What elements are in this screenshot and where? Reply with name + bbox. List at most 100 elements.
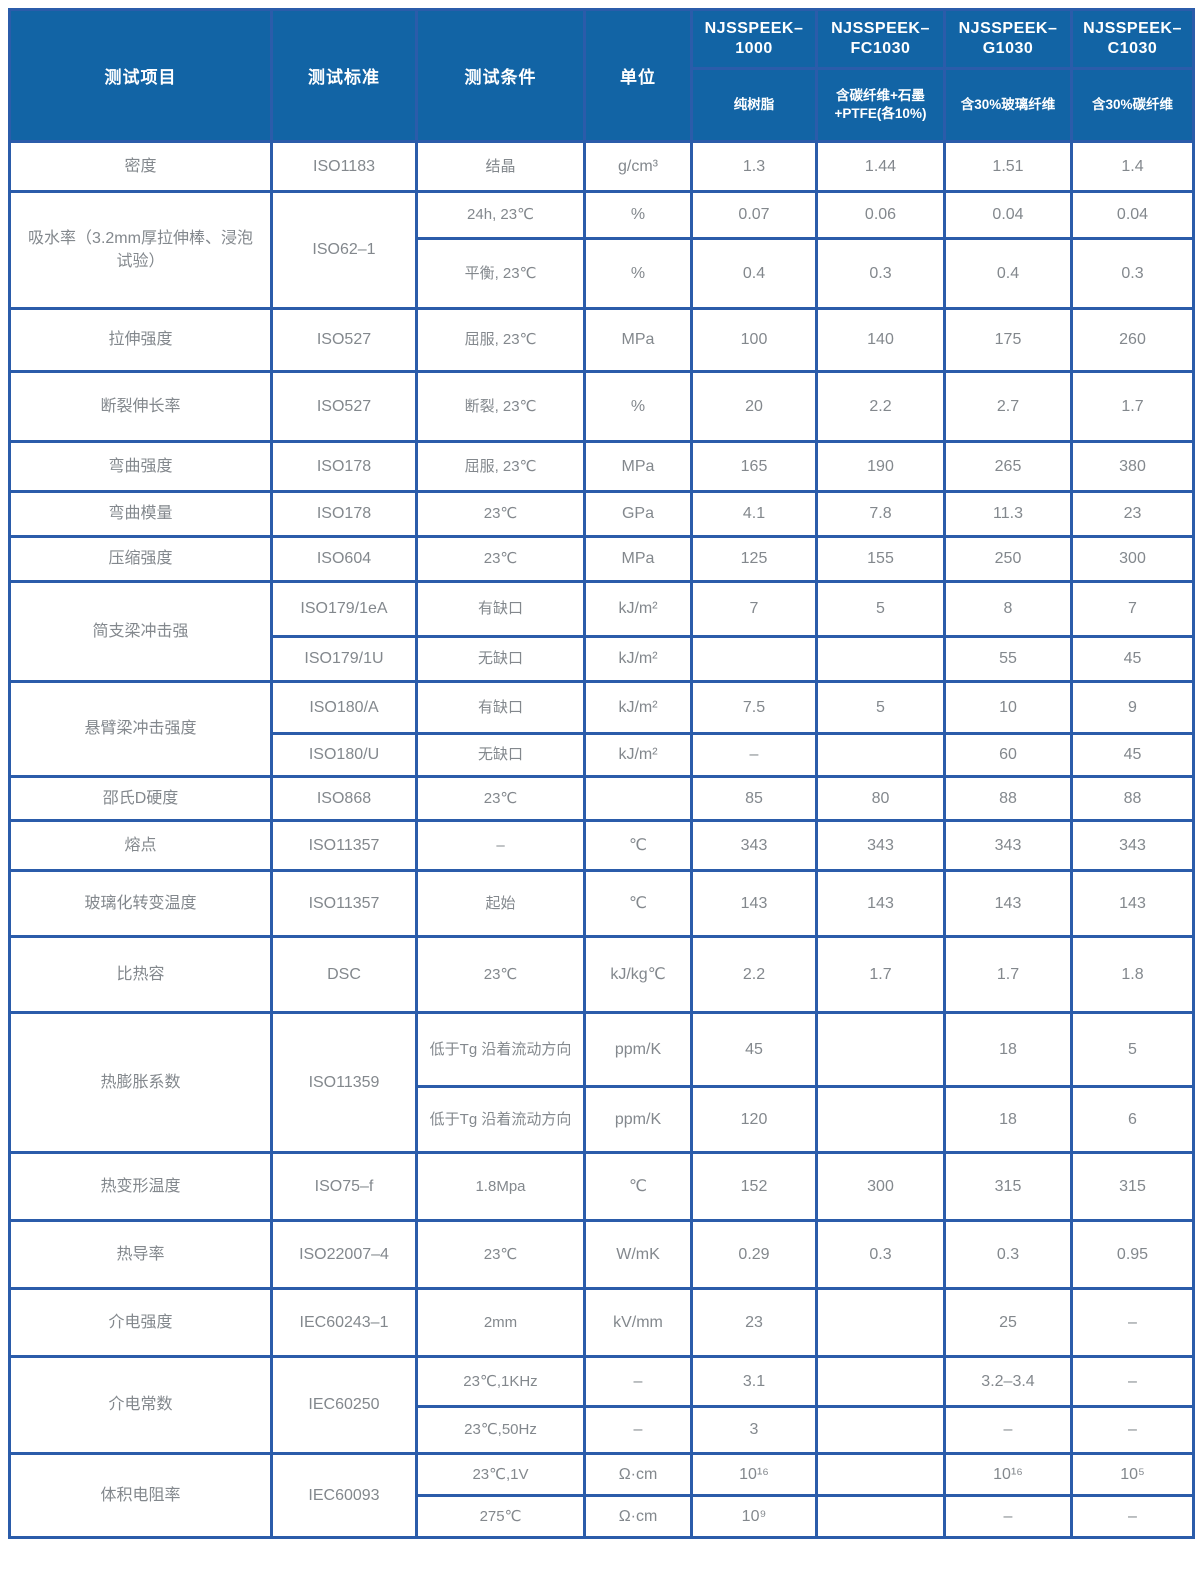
condition-cell: 23℃,1KHz	[415, 1355, 586, 1408]
unit-cell: kJ/kg℃	[583, 935, 693, 1014]
value-cell: 10¹⁶	[690, 1452, 818, 1497]
table-row: 简支梁冲击强 ISO179/1eA 有缺口 kJ/m² 7 5 8 7	[8, 580, 1195, 683]
standard-cell: ISO179/1U	[270, 635, 418, 683]
value-cell: 4.1	[690, 490, 818, 538]
value-cell: 7	[690, 580, 818, 638]
value-cell: 20	[690, 370, 818, 443]
value-cell: 3	[690, 1405, 818, 1455]
value-cell: 1.3	[690, 140, 818, 193]
header-test-condition: 测试条件	[415, 8, 586, 143]
value-cell: 23	[1070, 490, 1195, 538]
value-cell: 5	[815, 680, 946, 735]
test-item-cell: 密度	[8, 140, 273, 193]
value-cell: 10¹⁶	[943, 1452, 1073, 1497]
standard-cell: ISO75–f	[270, 1151, 418, 1222]
unit-cell: ppm/K	[583, 1011, 693, 1088]
unit-cell: ℃	[583, 1151, 693, 1222]
unit-cell: Ω·cm	[583, 1452, 693, 1497]
condition-cell: 275℃	[415, 1494, 586, 1539]
value-cell: 10	[943, 680, 1073, 735]
table-row: 压缩强度 ISO604 23℃ MPa 125 155 250 300	[8, 535, 1195, 583]
value-cell: 315	[1070, 1151, 1195, 1222]
table-header: 测试项目 测试标准 测试条件 单位 NJSSPEEK–1000 NJSSPEEK…	[8, 8, 1195, 143]
unit-cell: GPa	[583, 490, 693, 538]
table-row: 低于Tg 沿着流动方向 ppm/K 120 18 6	[10, 1085, 1195, 1154]
value-cell: 0.29	[690, 1219, 818, 1290]
value-cell: 190	[815, 440, 946, 493]
value-cell: 260	[1070, 307, 1195, 373]
header-product-desc: 含碳纤维+石墨+PTFE(各10%)	[815, 67, 946, 143]
value-cell: 140	[815, 307, 946, 373]
condition-cell: 23℃,1V	[415, 1452, 586, 1497]
standard-cell: ISO11357	[270, 819, 418, 872]
value-cell: 0.06	[815, 190, 946, 240]
value-cell: 10⁵	[1070, 1452, 1195, 1497]
unit-cell: ℃	[583, 869, 693, 938]
value-cell: 2.2	[815, 370, 946, 443]
condition-cell: 24h, 23℃	[415, 190, 586, 240]
table-row: 热膨胀系数 ISO11359 低于Tg 沿着流动方向 ppm/K 45 18 5	[8, 1011, 1195, 1154]
value-cell: 5	[815, 580, 946, 638]
test-item-cell: 断裂伸长率	[8, 370, 273, 443]
unit-cell: kJ/m²	[583, 580, 693, 638]
test-item-cell: 吸水率（3.2mm厚拉伸棒、浸泡试验）	[8, 190, 273, 310]
test-item-cell: 介电常数	[8, 1355, 273, 1455]
value-cell: 5	[1070, 1011, 1195, 1088]
test-item-cell: 邵氏D硬度	[8, 775, 273, 822]
table-row: ISO179/1U 无缺口 kJ/m² 55 45	[10, 635, 1195, 683]
standard-cell: ISO527	[270, 307, 418, 373]
table-row: 密度 ISO1183 结晶 g/cm³ 1.3 1.44 1.51 1.4	[8, 140, 1195, 193]
test-item-cell: 玻璃化转变温度	[8, 869, 273, 938]
table-row: 介电常数 IEC60250 23℃,1KHz –3.1 3.2–3.4–	[8, 1355, 1195, 1455]
table-row: 23℃,50Hz –3– –	[10, 1405, 1195, 1455]
header-row-products: 测试项目 测试标准 测试条件 单位 NJSSPEEK–1000 NJSSPEEK…	[8, 8, 1195, 143]
header-product-name: NJSSPEEK–FC1030	[815, 8, 946, 70]
value-cell: 1.7	[943, 935, 1073, 1014]
standard-cell: ISO527	[270, 370, 418, 443]
unit-cell: kJ/m²	[583, 680, 693, 735]
test-item-cell: 简支梁冲击强	[8, 580, 273, 683]
condition-cell: 23℃	[415, 775, 586, 822]
condition-cell: 2mm	[415, 1287, 586, 1358]
value-cell: 8	[943, 580, 1073, 638]
table-row: 弯曲强度 ISO178 屈服, 23℃ MPa 165 190 265 380	[8, 440, 1195, 493]
value-cell	[815, 1287, 946, 1358]
unit-cell: ℃	[583, 819, 693, 872]
table-row: ISO180/U 无缺口 kJ/m² – 60 45	[10, 732, 1195, 778]
table-row: 断裂伸长率 ISO527 断裂, 23℃% 20 2.2 2.7 1.7	[8, 370, 1195, 443]
value-cell: 120	[690, 1085, 818, 1154]
unit-cell: ppm/K	[583, 1085, 693, 1154]
table-row: 邵氏D硬度 ISO868 23℃ 85 80 88 88	[8, 775, 1195, 822]
value-cell: 88	[943, 775, 1073, 822]
standard-cell: ISO11357	[270, 869, 418, 938]
value-cell: 1.8	[1070, 935, 1195, 1014]
value-cell: 0.07	[690, 190, 818, 240]
value-cell: 10⁹	[690, 1494, 818, 1539]
header-product-desc: 含30%碳纤维	[1070, 67, 1195, 143]
value-cell: 152	[690, 1151, 818, 1222]
header-row-descriptions: 纯树脂 含碳纤维+石墨+PTFE(各10%) 含30%玻璃纤维 含30%碳纤维	[10, 67, 1195, 143]
value-cell: 380	[1070, 440, 1195, 493]
header-product-name: NJSSPEEK–C1030	[1070, 8, 1195, 70]
unit-cell: g/cm³	[583, 140, 693, 193]
value-cell: 23	[690, 1287, 818, 1358]
peek-spec-table: 测试项目 测试标准 测试条件 单位 NJSSPEEK–1000 NJSSPEEK…	[8, 8, 1195, 1539]
value-cell: 265	[943, 440, 1073, 493]
value-cell: 11.3	[943, 490, 1073, 538]
condition-cell: 有缺口	[415, 580, 586, 638]
condition-cell: 23℃	[415, 490, 586, 538]
unit-cell: MPa	[583, 307, 693, 373]
standard-cell: ISO179/1eA	[270, 580, 418, 638]
unit-cell: kV/mm	[583, 1287, 693, 1358]
value-cell: 0.3	[815, 1219, 946, 1290]
value-cell: 0.3	[815, 237, 946, 310]
value-cell: 155	[815, 535, 946, 583]
value-cell: 25	[943, 1287, 1073, 1358]
condition-cell: 平衡, 23℃	[415, 237, 586, 310]
value-cell: 143	[943, 869, 1073, 938]
condition-cell: 无缺口	[415, 635, 586, 683]
standard-cell: IEC60250	[270, 1355, 418, 1455]
value-cell: 9	[1070, 680, 1195, 735]
condition-cell: 结晶	[415, 140, 586, 193]
table-row: 比热容 DSC 23℃ kJ/kg℃ 2.2 1.7 1.7 1.8	[8, 935, 1195, 1014]
